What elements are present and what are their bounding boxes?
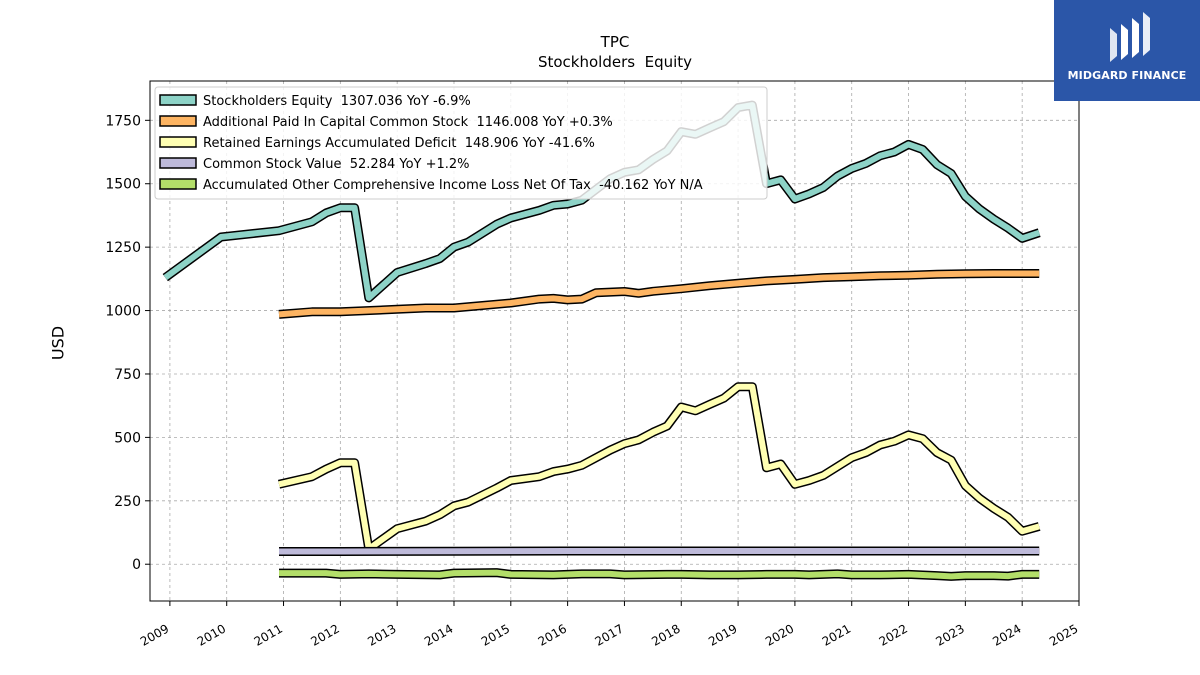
x-tick-label: 2012	[308, 621, 341, 648]
x-tick-label: 2025	[1047, 621, 1080, 648]
y-tick-label: 1750	[105, 113, 141, 129]
x-tick-label: 2019	[706, 621, 739, 648]
y-tick-label: 500	[114, 430, 141, 446]
series-line-1	[278, 270, 1040, 318]
legend-swatch	[159, 115, 197, 127]
x-tick-label: 2013	[365, 621, 398, 648]
x-tick-label: 2009	[138, 621, 171, 648]
y-tick-label: 0	[132, 557, 141, 573]
brand-logo: MIDGARD FINANCE	[1054, 0, 1200, 101]
x-tick-label: 2024	[990, 621, 1023, 648]
y-tick-label: 750	[114, 367, 141, 383]
y-tick-label: 1000	[105, 304, 141, 320]
brand-logo-mark-icon	[1110, 12, 1150, 62]
x-tick-label: 2011	[252, 621, 285, 648]
x-tick-label: 2022	[877, 621, 910, 648]
legend-box	[154, 86, 768, 200]
y-tick-label: 1500	[105, 177, 141, 193]
x-axis-ticks: 2009 2010 2011 2012 2013 2014 2015 2016 2017 2018…	[138, 601, 1081, 649]
legend-entry: Stockholders Equity 1307.036 YoY -6.9%	[203, 94, 471, 109]
x-tick-label: 2017	[592, 621, 625, 648]
plot-frame	[149, 80, 1080, 602]
legend-swatch	[159, 178, 197, 190]
series-outline-2	[277, 382, 1041, 554]
brand-name: MIDGARD FINANCE	[1067, 69, 1187, 82]
x-tick-label: 2021	[820, 621, 853, 648]
x-tick-label: 2015	[479, 621, 512, 648]
chart-subtitle: Stockholders Equity	[537, 53, 693, 71]
series-line-2	[278, 383, 1041, 552]
y-tick-label: 250	[114, 494, 141, 510]
legend-entry: Accumulated Other Comprehensive Income L…	[203, 178, 703, 193]
x-tick-label: 2010	[195, 621, 228, 648]
x-tick-label: 2020	[763, 621, 796, 648]
series-line-4	[279, 569, 1040, 580]
legend-entry: Common Stock Value 52.284 YoY +1.2%	[203, 157, 470, 172]
legend-entry: Retained Earnings Accumulated Deficit 14…	[203, 136, 595, 151]
x-tick-label: 2018	[649, 621, 682, 648]
legend-swatch	[159, 157, 197, 169]
y-tick-label: 1250	[105, 240, 141, 256]
legend-swatch	[159, 136, 197, 148]
y-axis-ticks: 0 250 500 750 1000 1250 1500 1750	[105, 113, 150, 573]
legend-swatch	[159, 94, 197, 106]
x-tick-label: 2014	[422, 621, 455, 648]
legend: Stockholders Equity 1307.036 YoY -6.9% Ad…	[154, 86, 768, 200]
x-tick-label: 2023	[933, 621, 966, 648]
x-tick-label: 2016	[536, 621, 569, 648]
chart-title: TPC	[600, 33, 630, 51]
series-line-3	[279, 548, 1040, 555]
legend-entry: Additional Paid In Capital Common Stock …	[203, 115, 613, 130]
